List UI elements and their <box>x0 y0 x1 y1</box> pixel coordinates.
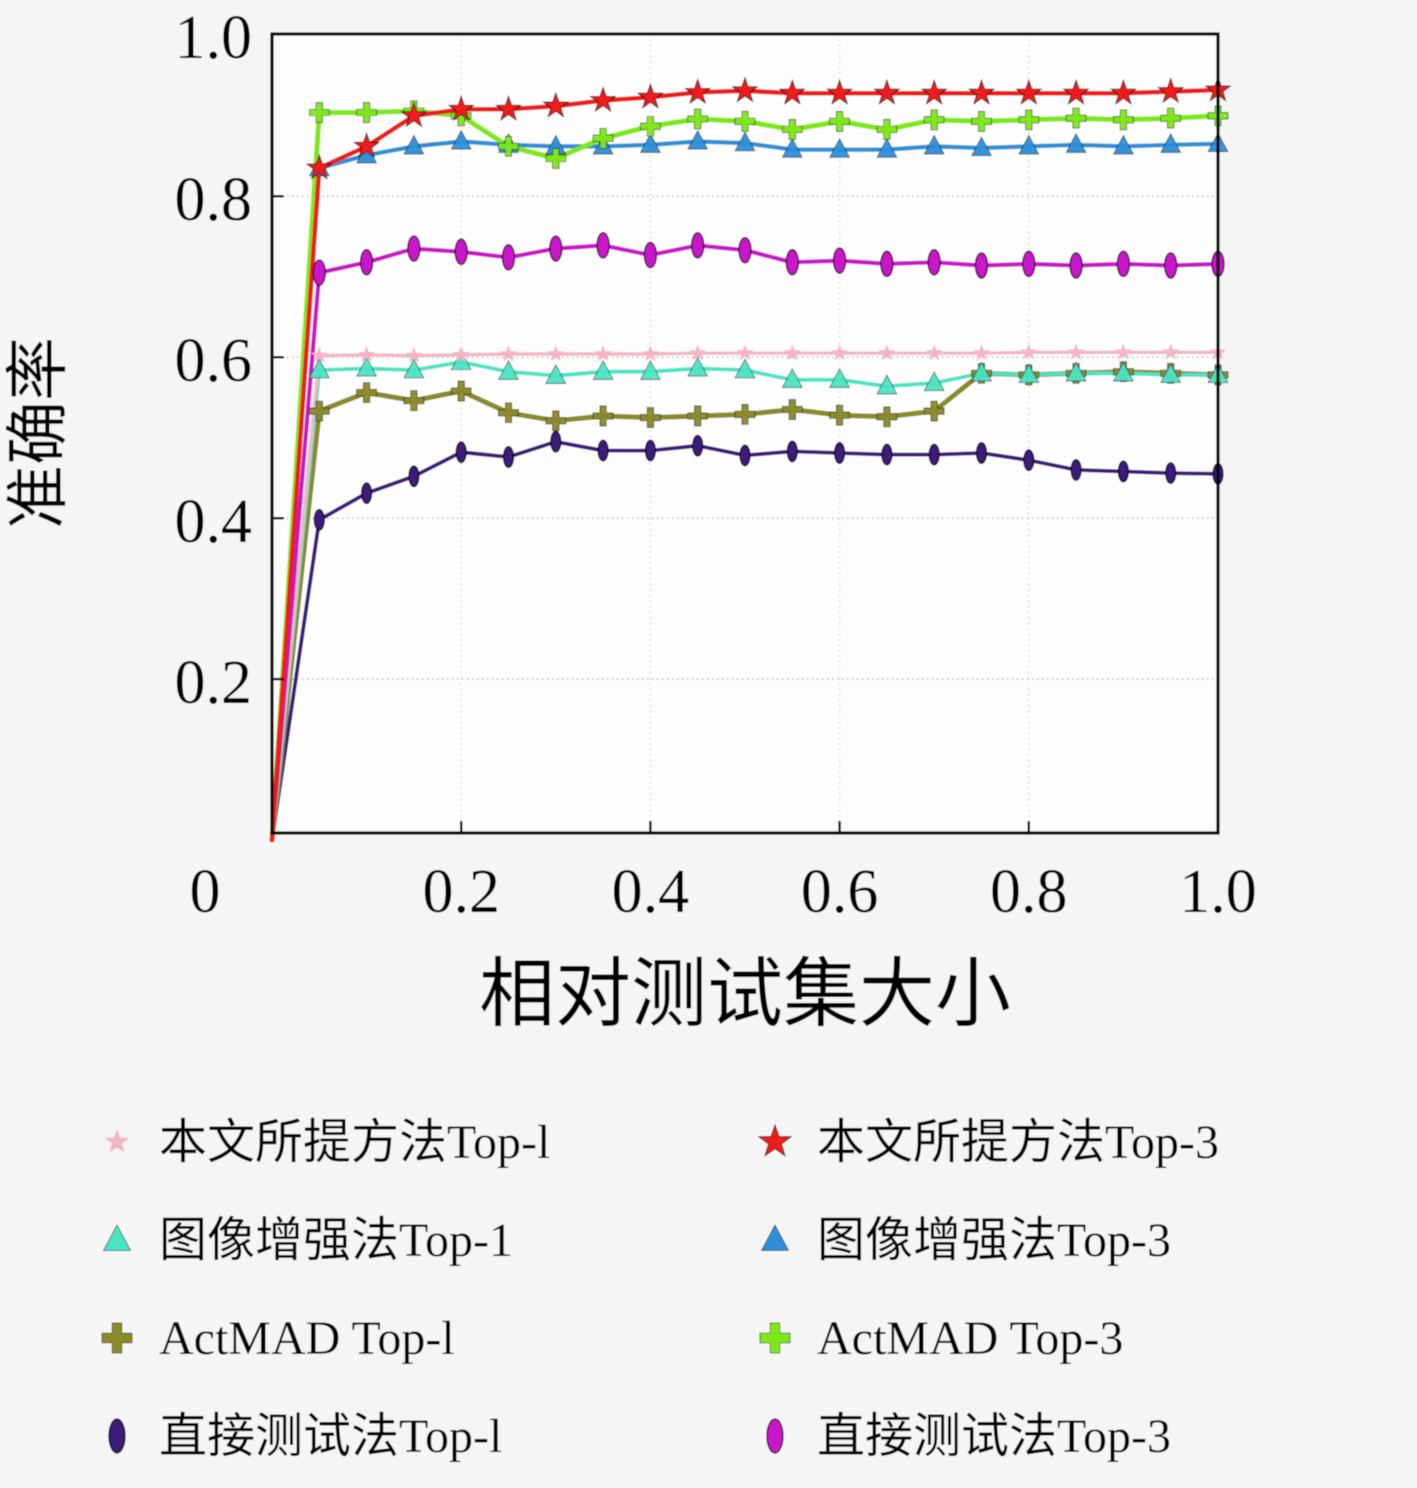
svg-text:0.6: 0.6 <box>801 858 879 926</box>
svg-text:1.0: 1.0 <box>1179 858 1257 926</box>
svg-text:图像增强法Top-3: 图像增强法Top-3 <box>817 1214 1171 1267</box>
svg-text:0.6: 0.6 <box>175 327 253 395</box>
svg-text:图像增强法Top-1: 图像增强法Top-1 <box>159 1214 513 1267</box>
svg-text:ActMAD Top-3: ActMAD Top-3 <box>817 1312 1123 1365</box>
svg-text:0: 0 <box>190 858 221 926</box>
svg-text:0.8: 0.8 <box>175 166 253 234</box>
svg-text:本文所提方法Top-l: 本文所提方法Top-l <box>159 1116 550 1169</box>
svg-text:直接测试法Top-l: 直接测试法Top-l <box>159 1410 502 1463</box>
svg-text:0.8: 0.8 <box>990 858 1068 926</box>
svg-text:本文所提方法Top-3: 本文所提方法Top-3 <box>817 1116 1219 1169</box>
svg-text:直接测试法Top-3: 直接测试法Top-3 <box>817 1410 1171 1463</box>
svg-text:0.4: 0.4 <box>612 858 690 926</box>
svg-text:ActMAD Top-l: ActMAD Top-l <box>159 1312 455 1365</box>
svg-text:0.2: 0.2 <box>422 858 500 926</box>
svg-text:相对测试集大小: 相对测试集大小 <box>479 953 1011 1037</box>
svg-text:0.2: 0.2 <box>175 649 253 717</box>
svg-text:1.0: 1.0 <box>175 4 253 72</box>
svg-text:0.4: 0.4 <box>175 488 253 556</box>
svg-text:准确率: 准确率 <box>3 337 74 529</box>
